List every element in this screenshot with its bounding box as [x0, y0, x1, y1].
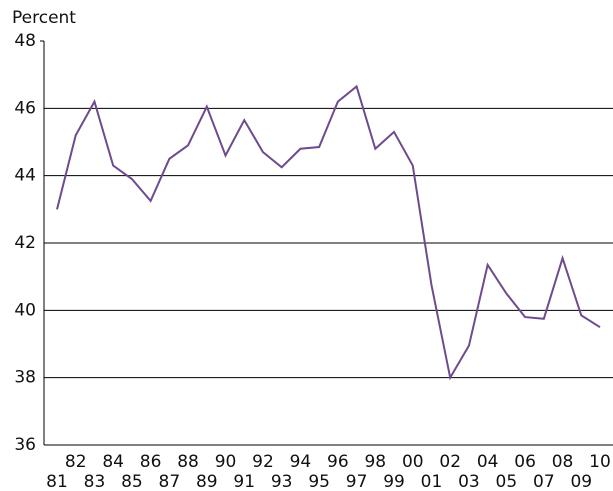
x-tick-label: 06 [514, 452, 536, 472]
x-tick-label: 93 [271, 472, 293, 491]
x-tick-label: 03 [458, 472, 480, 491]
x-tick-label: 85 [121, 472, 143, 491]
x-tick-label: 88 [177, 452, 199, 472]
x-tick-label: 07 [533, 472, 555, 491]
x-tick-label: 87 [159, 472, 181, 491]
y-tick-label: 36 [14, 435, 36, 455]
x-tick-label: 04 [477, 452, 499, 472]
x-tick-label: 86 [140, 452, 162, 472]
x-tick-label: 00 [402, 452, 424, 472]
data-line [56, 84, 601, 381]
y-tick-label: 44 [14, 166, 36, 186]
y-axis-label: Percent [12, 8, 76, 28]
x-tick-label: 84 [102, 452, 124, 472]
x-tick-label: 94 [290, 452, 312, 472]
x-tick-label: 83 [84, 472, 106, 491]
x-tick-label: 02 [439, 452, 461, 472]
y-tick-label: 42 [14, 233, 36, 253]
y-tick-label: 38 [14, 368, 36, 388]
x-tick-label: 10 [589, 452, 611, 472]
x-tick-label: 92 [252, 452, 274, 472]
y-tick-label: 46 [14, 98, 36, 118]
y-tick-label: 40 [14, 300, 36, 320]
x-tick-label: 95 [308, 472, 330, 491]
x-tick-label: 96 [327, 452, 349, 472]
x-tick-label: 90 [215, 452, 237, 472]
x-tick-label: 81 [46, 472, 68, 491]
x-tick-label: 97 [346, 472, 368, 491]
x-tick-label: 05 [496, 472, 518, 491]
y-tick-label: 48 [14, 31, 36, 51]
x-tick-label: 91 [233, 472, 255, 491]
x-tick-label: 08 [552, 452, 574, 472]
x-tick-label: 89 [196, 472, 218, 491]
x-tick-label: 99 [383, 472, 405, 491]
x-tick-label: 01 [421, 472, 443, 491]
x-tick-label: 82 [65, 452, 87, 472]
x-tick-label: 09 [570, 472, 592, 491]
x-tick-label: 98 [364, 452, 386, 472]
